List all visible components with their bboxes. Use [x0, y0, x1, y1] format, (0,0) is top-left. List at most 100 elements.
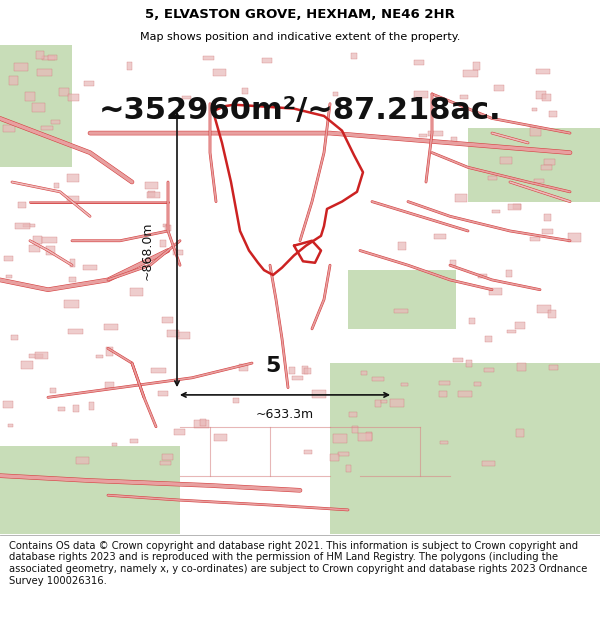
Bar [3, 401, 13, 408]
Bar [530, 127, 541, 136]
Bar [358, 433, 371, 441]
Bar [173, 429, 185, 434]
Bar [25, 92, 35, 101]
Bar [376, 401, 381, 407]
Bar [419, 134, 427, 138]
Bar [158, 391, 167, 396]
Bar [361, 371, 367, 374]
Bar [371, 377, 383, 381]
Bar [84, 81, 94, 86]
Bar [542, 229, 553, 234]
Bar [46, 246, 55, 255]
Bar [530, 237, 541, 241]
Bar [440, 441, 448, 444]
Bar [350, 53, 357, 59]
Bar [105, 382, 114, 388]
Bar [485, 336, 491, 342]
Bar [304, 450, 312, 454]
Bar [194, 420, 209, 428]
Bar [478, 274, 487, 278]
Bar [32, 103, 45, 112]
Bar [18, 202, 26, 208]
Bar [50, 388, 56, 393]
Bar [36, 51, 44, 59]
Bar [83, 265, 97, 269]
Bar [177, 332, 190, 339]
Bar [536, 91, 547, 99]
Bar [167, 330, 179, 338]
Bar [398, 242, 406, 250]
Bar [214, 434, 227, 441]
Bar [414, 60, 424, 65]
Bar [458, 391, 472, 397]
Bar [4, 256, 13, 261]
Bar [544, 214, 551, 221]
Bar [151, 368, 166, 373]
Bar [414, 91, 428, 98]
Bar [349, 412, 356, 417]
Bar [494, 86, 504, 91]
Text: 5: 5 [265, 356, 281, 376]
Bar [130, 288, 143, 296]
Bar [200, 419, 206, 426]
Bar [64, 300, 79, 308]
Bar [352, 426, 358, 433]
Bar [160, 239, 166, 248]
Bar [15, 222, 29, 229]
Bar [508, 204, 521, 210]
FancyBboxPatch shape [0, 45, 72, 168]
Bar [549, 111, 557, 117]
Bar [346, 465, 352, 472]
Bar [239, 364, 248, 371]
Bar [37, 69, 52, 76]
Bar [11, 335, 19, 340]
Bar [302, 366, 308, 374]
FancyBboxPatch shape [330, 363, 600, 534]
Bar [475, 382, 481, 386]
Text: ~633.3m: ~633.3m [256, 408, 314, 421]
Bar [148, 191, 155, 197]
Bar [41, 126, 53, 130]
Bar [214, 69, 226, 76]
FancyBboxPatch shape [468, 128, 600, 202]
Bar [513, 204, 521, 209]
Bar [104, 324, 118, 330]
Bar [488, 176, 497, 179]
Bar [463, 69, 478, 77]
Bar [59, 88, 69, 96]
Bar [332, 434, 347, 443]
Bar [439, 391, 447, 397]
Bar [311, 391, 326, 398]
Bar [516, 429, 524, 438]
Bar [473, 62, 479, 69]
Bar [466, 360, 472, 367]
FancyBboxPatch shape [0, 446, 180, 534]
Bar [428, 131, 443, 136]
Text: Contains OS data © Crown copyright and database right 2021. This information is : Contains OS data © Crown copyright and d… [9, 541, 587, 586]
Bar [147, 192, 160, 198]
Bar [536, 69, 550, 74]
Bar [163, 224, 169, 227]
Bar [29, 246, 40, 252]
Bar [106, 348, 113, 356]
Bar [67, 174, 79, 182]
Bar [460, 95, 468, 99]
Bar [203, 56, 214, 61]
Bar [469, 318, 475, 324]
Bar [338, 452, 349, 456]
Bar [43, 56, 55, 60]
Bar [439, 381, 450, 385]
Bar [568, 233, 581, 242]
Bar [453, 358, 463, 362]
Bar [242, 88, 248, 94]
Bar [7, 275, 12, 278]
Bar [544, 159, 555, 165]
Bar [9, 76, 18, 85]
Bar [3, 125, 15, 132]
Bar [58, 408, 65, 411]
Bar [130, 439, 138, 443]
Bar [52, 120, 59, 124]
Bar [76, 457, 89, 464]
Text: Map shows position and indicative extent of the property.: Map shows position and indicative extent… [140, 31, 460, 41]
Bar [304, 369, 311, 374]
